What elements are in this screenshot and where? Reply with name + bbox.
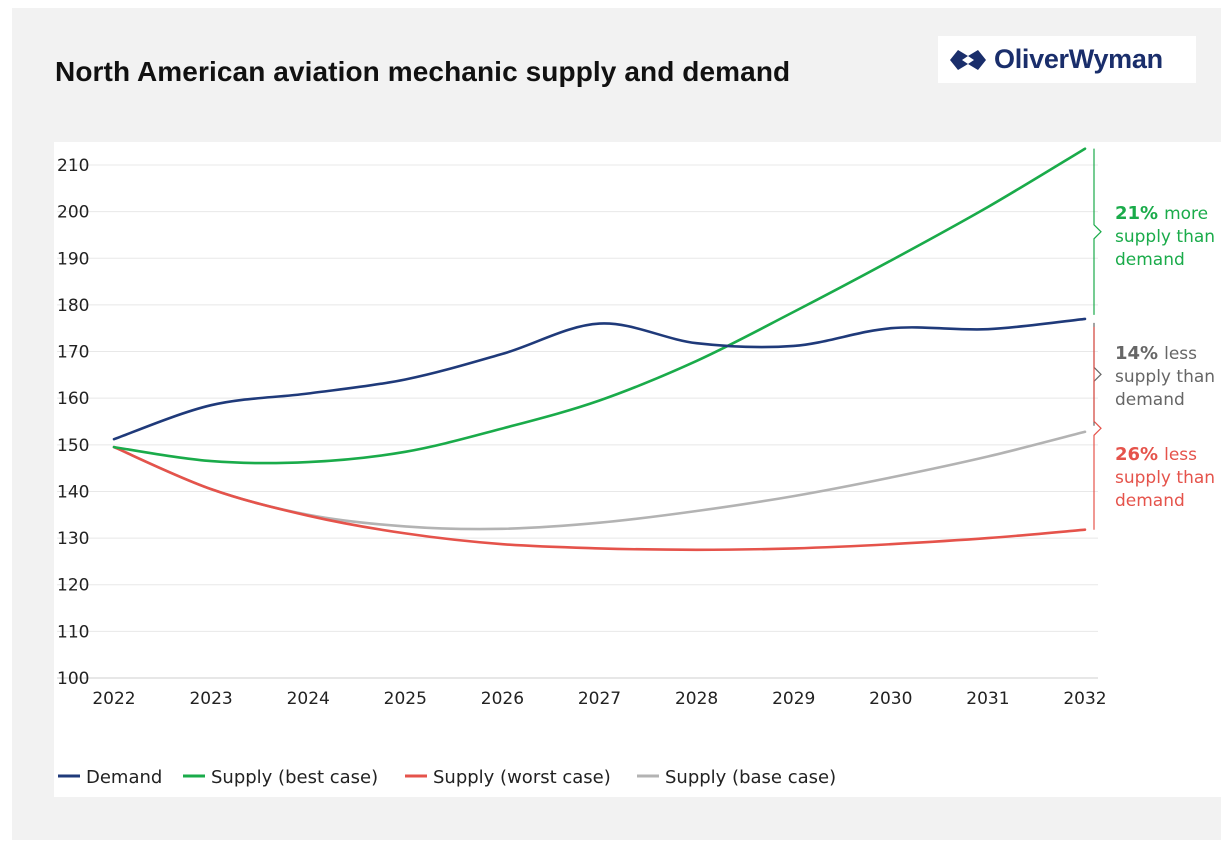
y-tick-label: 180 — [57, 296, 89, 316]
y-tick-label: 200 — [57, 203, 89, 223]
y-tick-label: 160 — [57, 389, 89, 409]
y-tick-label: 130 — [57, 529, 89, 549]
x-tick-label: 2031 — [966, 689, 1009, 709]
series-line-supply-best-case — [112, 147, 1087, 465]
plot-background — [54, 142, 1221, 797]
x-tick-label: 2022 — [92, 689, 135, 709]
bracket-worst-case — [1093, 326, 1102, 530]
page-title: North American aviation mechanic supply … — [55, 56, 791, 87]
x-tick-label: 2025 — [384, 689, 427, 709]
y-tick-label: 150 — [57, 436, 89, 456]
annotation-worst-case-headline: 26% less — [1115, 444, 1197, 465]
x-tick-label: 2028 — [675, 689, 718, 709]
annotation-worst-case-line: supply than — [1115, 468, 1215, 488]
y-tick-label: 140 — [57, 482, 89, 502]
x-tick-label: 2032 — [1063, 689, 1106, 709]
legend-label: Supply (worst case) — [433, 767, 611, 788]
oliver-wyman-logo-icon — [950, 50, 986, 70]
series-line-supply-base-case — [112, 430, 1087, 531]
annotation-best-case-line: supply than — [1115, 227, 1215, 247]
annotation-best-case-line: demand — [1115, 250, 1185, 270]
bracket-best-case — [1093, 148, 1102, 315]
y-tick-label: 190 — [57, 249, 89, 269]
x-tick-label: 2024 — [287, 689, 330, 709]
y-tick-label: 100 — [57, 669, 89, 689]
y-tick-label: 110 — [57, 622, 89, 642]
legend-label: Supply (base case) — [665, 767, 836, 788]
x-tick-label: 2030 — [869, 689, 912, 709]
logo-text: OliverWyman — [994, 44, 1163, 74]
annotation-worst-case-line: demand — [1115, 491, 1185, 511]
legend-label: Demand — [86, 767, 162, 788]
x-tick-label: 2029 — [772, 689, 815, 709]
series-line-supply-worst-case — [112, 445, 1087, 552]
x-tick-label: 2027 — [578, 689, 621, 709]
oliver-wyman-logo: OliverWyman — [938, 36, 1196, 83]
annotation-base-case-line: supply than — [1115, 367, 1215, 387]
y-tick-label: 120 — [57, 576, 89, 596]
bracket-base-case — [1093, 322, 1102, 426]
x-tick-label: 2026 — [481, 689, 524, 709]
legend-label: Supply (best case) — [211, 767, 378, 788]
y-tick-label: 170 — [57, 343, 89, 363]
annotation-base-case-line: demand — [1115, 390, 1185, 410]
annotation-base-case-headline: 14% less — [1115, 343, 1197, 364]
x-tick-label: 2023 — [189, 689, 232, 709]
y-tick-label: 210 — [57, 156, 89, 176]
annotation-best-case-headline: 21% more — [1115, 203, 1208, 224]
series-line-demand — [112, 317, 1087, 441]
